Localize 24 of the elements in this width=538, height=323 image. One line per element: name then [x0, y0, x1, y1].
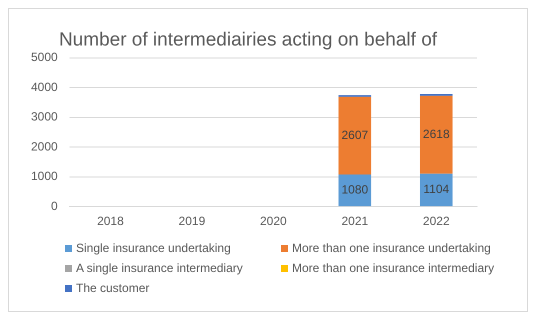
y-tick-label: 3000 — [30, 110, 58, 124]
data-label: 2618 — [422, 127, 450, 142]
y-tick-label: 1000 — [30, 169, 58, 184]
x-tick-label: 2020 — [260, 214, 288, 228]
legend-label: More than one insurance intermediary — [292, 261, 494, 275]
x-tick-label: 2018 — [97, 214, 124, 228]
legend-label: The customer — [76, 281, 150, 295]
data-label: 2607 — [341, 128, 368, 142]
legend-label: A single insurance intermediary — [76, 261, 243, 275]
data-label: 1104 — [423, 182, 450, 196]
bar — [420, 174, 453, 206]
x-tick-label: 2021 — [341, 214, 368, 228]
x-tick-label: 2019 — [178, 214, 206, 228]
y-tick-label: 4000 — [30, 80, 58, 94]
data-label: 1080 — [341, 182, 368, 197]
bar — [420, 96, 453, 174]
y-tick-label: 2000 — [30, 139, 58, 154]
legend-label: Single insurance undertaking — [76, 241, 231, 255]
bar — [338, 96, 372, 174]
y-tick-label: 0 — [51, 198, 58, 213]
legend-label: More than one insurance undertaking — [292, 241, 491, 255]
x-tick-label: 2022 — [422, 214, 450, 228]
chart-title: Number of intermediairies acting on behalf of — [58, 30, 438, 51]
y-tick-label: 5000 — [30, 50, 58, 64]
